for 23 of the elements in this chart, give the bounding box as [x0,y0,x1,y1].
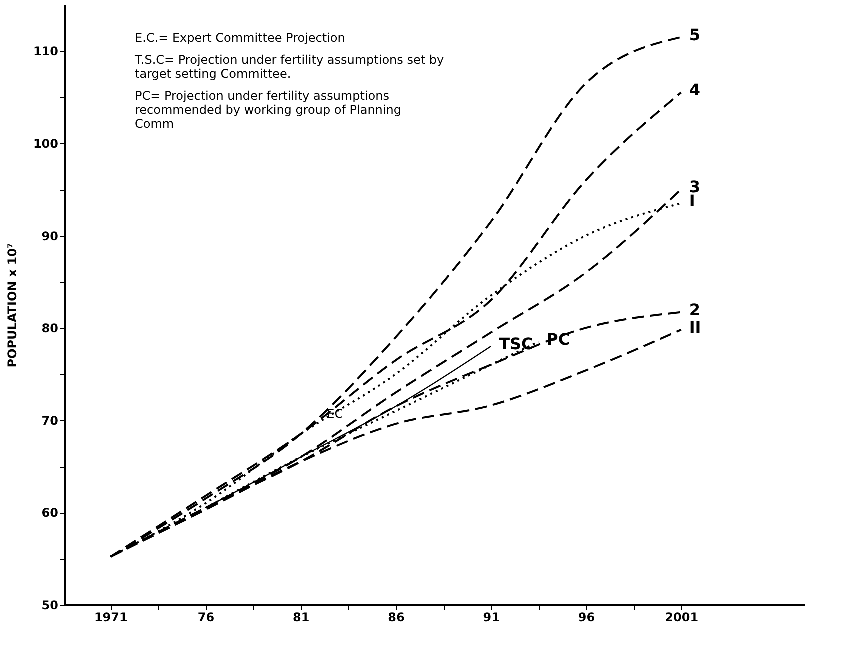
y-tick-label: 100 [33,136,58,151]
series-label: TSC [499,334,534,354]
y-tick-label: 90 [42,229,58,244]
x-tick-label: 86 [388,610,405,624]
series-label: 2 [689,300,700,320]
x-tick-label: 76 [198,610,215,624]
y-tick-label: 50 [42,598,58,612]
annotation: T.S.C= Projection under fertility assumptions set by target setting Committee. [134,53,444,81]
annotation: PC= Projection under fertility assumptions recommended by working group of Planning Comm [135,89,402,131]
y-tick-label: 70 [42,414,58,428]
series-label: 5 [689,25,700,44]
series-label: 4 [689,80,700,100]
y-tick-label: 80 [42,322,58,336]
y-tick-label: 110 [33,44,58,59]
x-tick-label: 91 [483,610,500,624]
x-tick-label: 1971 [94,610,128,624]
y-tick-label: 60 [42,506,58,520]
annotation: E.C.= Expert Committee Projection [135,31,346,45]
x-tick-label: 2001 [665,610,699,624]
series-label: II [689,318,702,337]
x-tick-label: 96 [578,610,596,624]
x-tick-label: 81 [293,610,310,624]
y-axis-title: POPULATION x 10⁷ [5,243,20,368]
